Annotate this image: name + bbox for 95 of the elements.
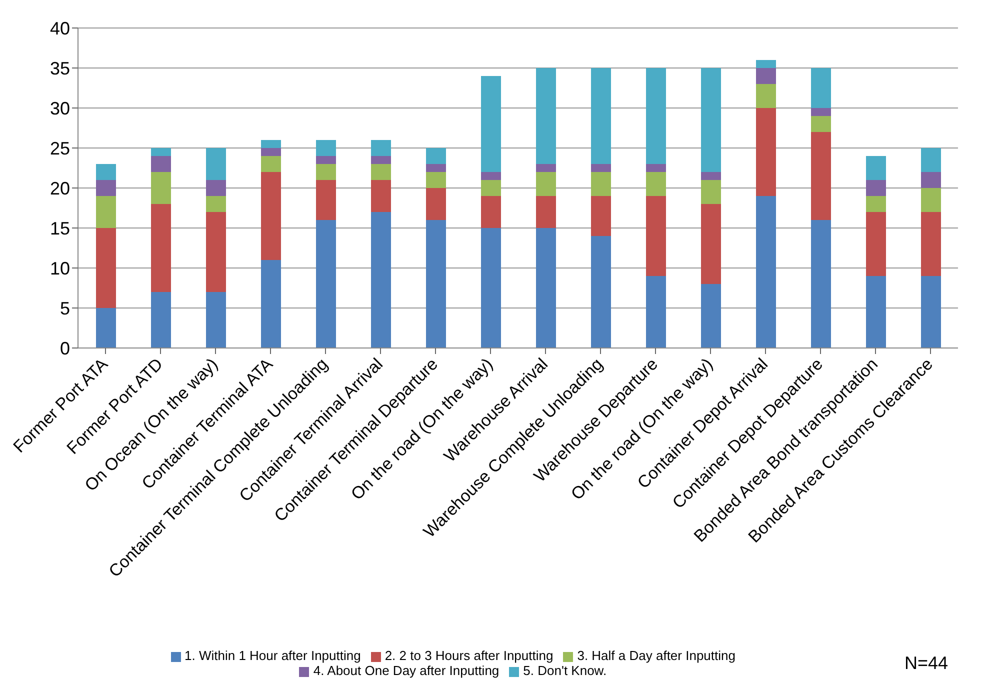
bar: [261, 156, 281, 172]
bar: [866, 212, 886, 276]
bar: [756, 60, 776, 68]
bar: [481, 228, 501, 348]
bar: [811, 68, 831, 108]
bar: [96, 228, 116, 308]
bar: [591, 236, 611, 348]
bar: [646, 276, 666, 348]
y-tick-label: 35: [50, 58, 70, 78]
y-tick-label: 20: [50, 178, 70, 198]
y-tick-label: 5: [60, 298, 70, 318]
bar: [591, 164, 611, 172]
bar: [866, 276, 886, 348]
bar: [206, 196, 226, 212]
legend-label: 2. 2 to 3 Hours after Inputting: [384, 648, 554, 663]
bar: [756, 68, 776, 84]
bar: [426, 172, 446, 188]
bar: [701, 172, 721, 180]
bar: [371, 212, 391, 348]
bar: [701, 284, 721, 348]
bar: [371, 180, 391, 212]
bar: [536, 228, 556, 348]
y-tick-label: 30: [50, 98, 70, 118]
bar: [371, 164, 391, 180]
text: N=44: [904, 653, 948, 674]
bar: [646, 164, 666, 172]
bar: [701, 68, 721, 172]
bar: [866, 156, 886, 180]
bar: [701, 180, 721, 204]
legend-label: 3. Half a Day after Inputting: [577, 648, 736, 663]
bar: [151, 204, 171, 292]
bar: [426, 188, 446, 220]
bar: [316, 164, 336, 180]
bar: [646, 196, 666, 276]
bar: [481, 180, 501, 196]
bar: [206, 292, 226, 348]
y-tick-label: 15: [50, 218, 70, 238]
bar: [536, 196, 556, 228]
bar: [591, 172, 611, 196]
legend-label: 5. Don't Know.: [523, 663, 607, 678]
bar: [316, 156, 336, 164]
bar: [426, 220, 446, 348]
bar: [811, 132, 831, 220]
bar: [151, 292, 171, 348]
bar: [316, 140, 336, 156]
bar: [481, 196, 501, 228]
y-tick-label: 25: [50, 138, 70, 158]
bar: [206, 148, 226, 180]
bar: [591, 68, 611, 164]
bar: [646, 172, 666, 196]
bar: [921, 212, 941, 276]
bar: [921, 148, 941, 172]
bar: [536, 164, 556, 172]
bar: [536, 68, 556, 164]
bar: [316, 180, 336, 220]
bar: [921, 188, 941, 212]
bar: [261, 148, 281, 156]
bar: [96, 196, 116, 228]
bar: [811, 108, 831, 116]
y-tick-label: 40: [50, 18, 70, 38]
bar: [811, 220, 831, 348]
bar: [426, 164, 446, 172]
bar: [371, 156, 391, 164]
bar: [151, 172, 171, 204]
y-tick-label: 10: [50, 258, 70, 278]
bar: [261, 260, 281, 348]
bar: [536, 172, 556, 196]
bar: [481, 76, 501, 172]
bar: [371, 140, 391, 156]
bar: [701, 204, 721, 284]
bar: [866, 180, 886, 196]
bar: [591, 196, 611, 236]
bar: [151, 148, 171, 156]
bar: [756, 196, 776, 348]
bar: [96, 180, 116, 196]
bar: [151, 156, 171, 172]
bar: [756, 84, 776, 108]
bar: [481, 172, 501, 180]
bar: [811, 116, 831, 132]
bar: [316, 220, 336, 348]
legend-label: 1. Within 1 Hour after Inputting: [184, 648, 361, 663]
bar: [96, 164, 116, 180]
bar: [646, 68, 666, 164]
bar: [866, 196, 886, 212]
bar: [426, 148, 446, 164]
bar: [921, 276, 941, 348]
bar: [96, 308, 116, 348]
bar: [261, 172, 281, 260]
bar: [756, 108, 776, 196]
bar: [206, 180, 226, 196]
bar: [206, 212, 226, 292]
legend-label: 4. About One Day after Inputting: [313, 663, 500, 678]
y-tick-label: 0: [60, 338, 70, 358]
bar: [921, 172, 941, 188]
bar: [261, 140, 281, 148]
